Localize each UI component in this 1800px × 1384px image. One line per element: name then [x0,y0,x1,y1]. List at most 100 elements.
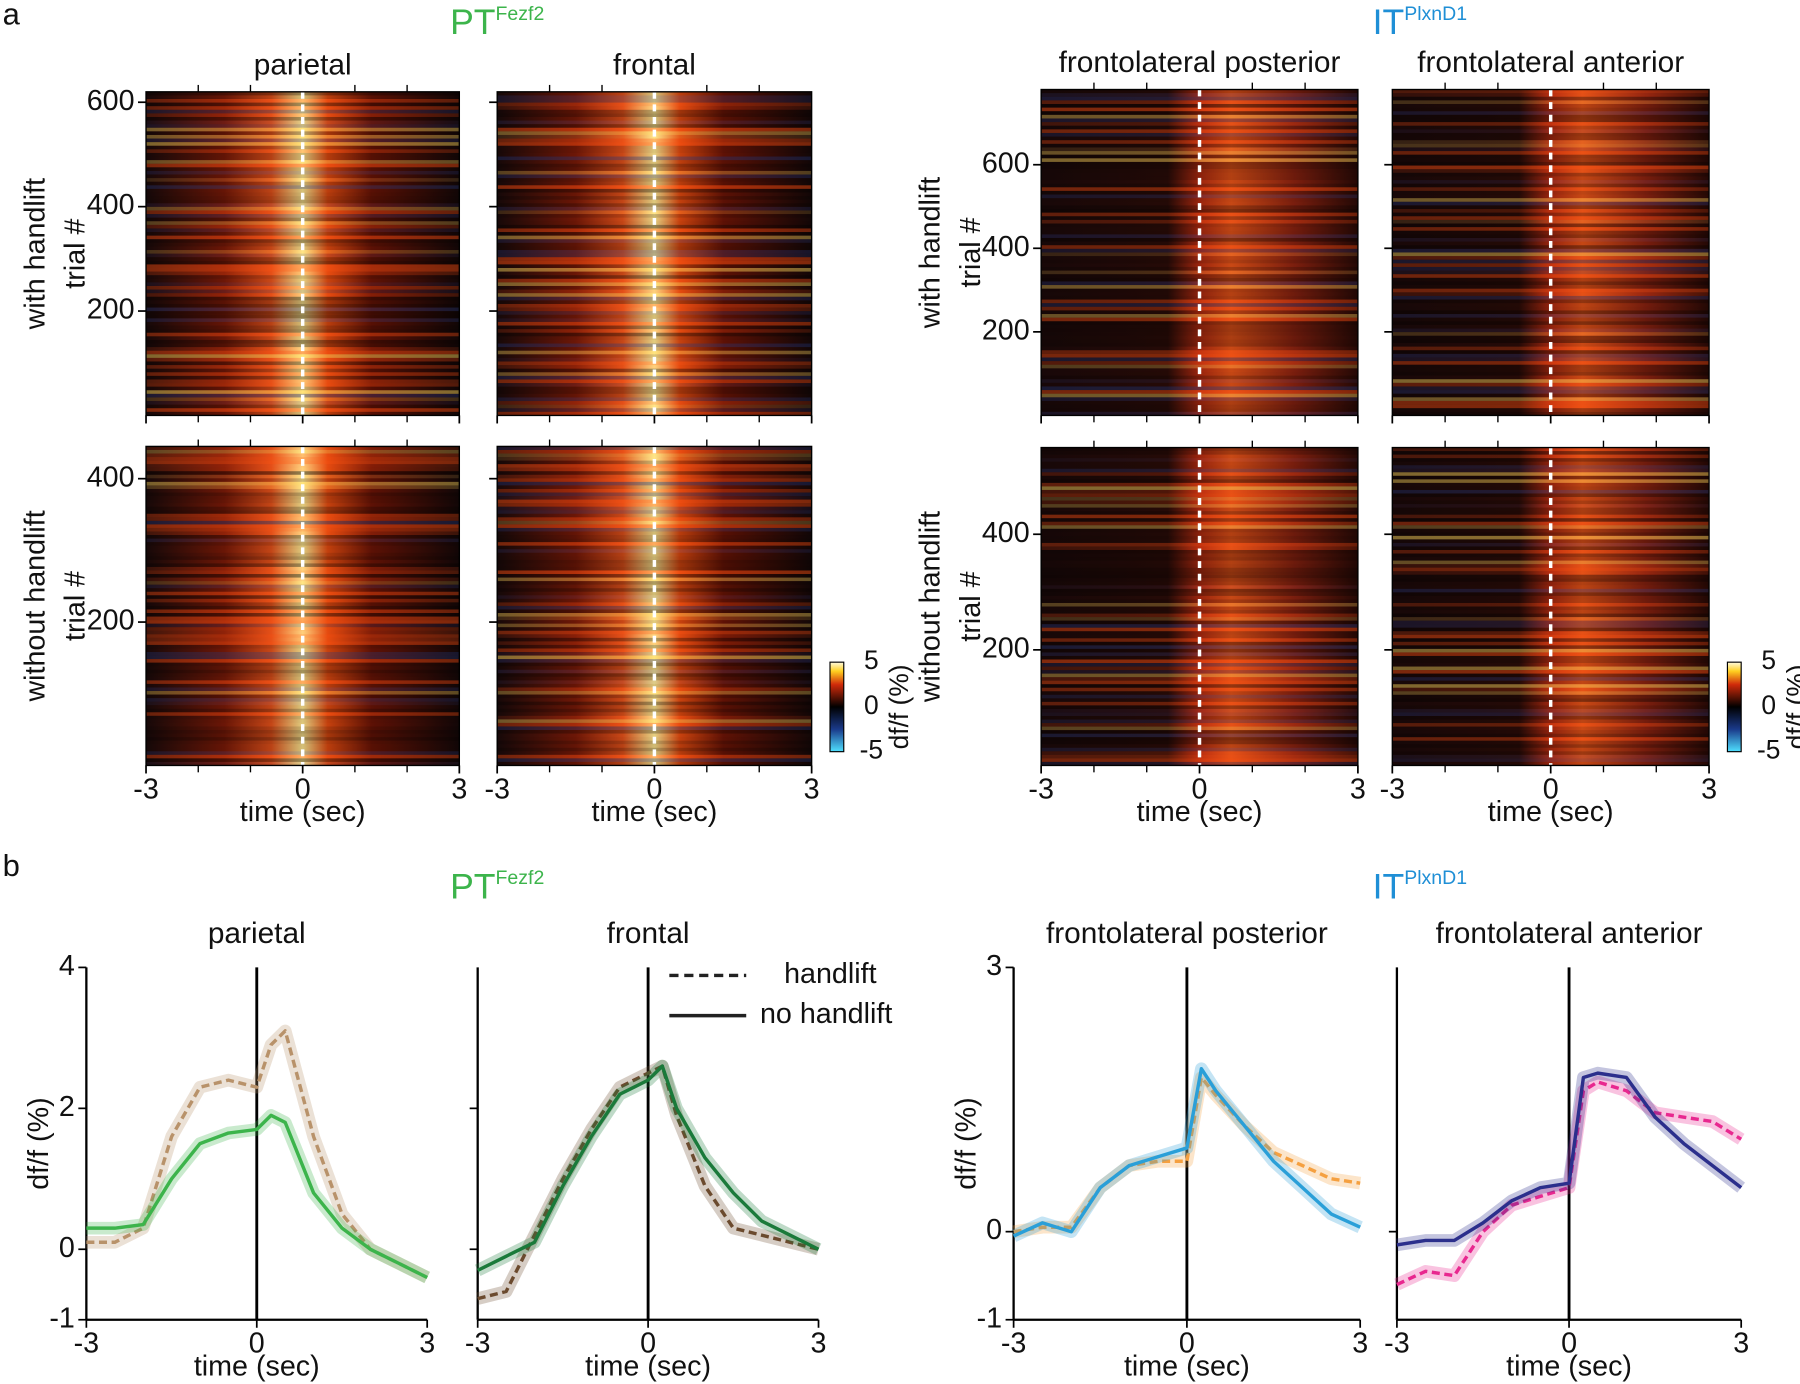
heatmap-texture [497,250,812,254]
heatmap-texture [497,278,812,283]
heatmap-texture [1041,606,1358,611]
y-tick-label: 400 [982,231,1030,263]
heatmap-texture [146,630,460,635]
heatmap-texture [1392,172,1710,177]
heatmap-texture [1041,400,1358,405]
heatmap-texture [146,138,460,143]
heatmap-texture [1041,324,1358,329]
heatmap-texture [146,174,460,179]
group-name: PT [450,3,495,43]
heatmap-texture [146,188,460,193]
heatmap-texture [1392,411,1710,416]
heatmap-texture [146,214,460,218]
heatmap-texture [1392,187,1710,191]
heatmap-texture [1041,581,1358,586]
heatmap-texture [1392,744,1710,748]
heatmap-texture [497,152,812,157]
group-heading: PTFezf2 [450,867,544,907]
heatmap-texture [497,134,812,139]
heatmap-texture [1392,285,1710,289]
x-tick-label: -3 [74,1328,100,1360]
heatmap-texture [1392,592,1710,596]
heatmap-texture [1041,532,1358,536]
x-tick-label: -3 [133,773,159,805]
y-tick-label: 600 [87,85,135,117]
heatmap-texture [146,163,460,168]
heatmap-texture [497,253,812,258]
y-tick-label: 200 [87,294,135,326]
heatmap-texture [1392,504,1710,508]
heatmap-texture [497,109,812,114]
y-tick-label: 200 [982,314,1030,346]
panel-title: frontolateral posterior [1046,917,1328,950]
heatmap-texture [497,113,812,117]
heatmap-texture [1392,634,1710,639]
heatmap-texture [1041,645,1358,649]
heatmap-texture [1392,375,1710,380]
heatmap-texture [146,178,460,182]
heatmap-texture [1392,528,1710,533]
colorbar [1726,661,1742,753]
heatmap-texture [1392,234,1710,238]
heatmap-texture [146,581,460,585]
heatmap-texture [497,264,812,269]
heatmap-texture [146,149,460,153]
heatmap-texture [497,303,812,308]
x-tick-label: 0 [295,773,311,805]
heatmap-texture [146,669,460,674]
heatmap-texture [497,174,812,179]
heatmap-texture [497,98,812,103]
heatmap-texture [1392,183,1710,188]
heatmap-texture [146,566,460,571]
heatmap-texture [1041,528,1358,533]
heatmap-texture [1041,375,1358,380]
heatmap-texture [1392,595,1710,600]
heatmap-texture [1041,482,1358,487]
heatmap-texture [497,379,812,384]
heatmap-texture [1041,285,1358,289]
heatmap-texture [1041,299,1358,304]
heatmap-texture [146,160,460,164]
colorbar [829,661,845,753]
heatmap-texture [1041,634,1358,639]
heatmap-texture [497,199,812,204]
heatmap-texture [1392,161,1710,166]
heatmap-texture [497,641,812,645]
heatmap-texture [1392,694,1710,699]
heatmap-texture [497,694,812,699]
heatmap-texture [146,616,460,621]
heatmap-texture [1392,708,1710,713]
x-tick-label: -3 [1380,773,1406,805]
heatmap-texture [497,457,812,461]
heatmap-texture [497,492,812,497]
heatmap-texture [497,325,812,330]
heatmap-texture [1392,274,1710,278]
heatmap-texture [146,203,460,207]
heatmap-texture [497,289,812,294]
heatmap-texture [1041,719,1358,724]
heatmap-texture [1041,198,1358,202]
heatmap-texture [1392,479,1710,483]
heatmap-texture [1392,542,1710,547]
heatmap-texture [497,188,812,193]
group-sup: Fezf2 [496,867,545,889]
heatmap-texture [1392,288,1710,293]
heatmap-texture [1392,299,1710,304]
heatmap-texture [1041,758,1358,762]
heatmap-texture [146,350,460,355]
heatmap-texture [146,98,460,103]
x-axis-label: time (sec) [591,796,717,828]
heatmap-texture [146,503,460,507]
panel-title: parietal [208,917,306,950]
heatmap-texture [1392,571,1710,575]
y-axis-label: df/f (%) [23,1097,55,1189]
y-tick-label: 400 [87,189,135,221]
heatmap-texture [1392,557,1710,561]
heatmap-texture [1392,350,1710,354]
x-tick-label: 0 [1543,773,1559,805]
heatmap-texture [1392,458,1710,462]
heatmap-texture [146,655,460,660]
heatmap-texture [1041,136,1358,141]
x-tick-label: 3 [1701,773,1717,805]
